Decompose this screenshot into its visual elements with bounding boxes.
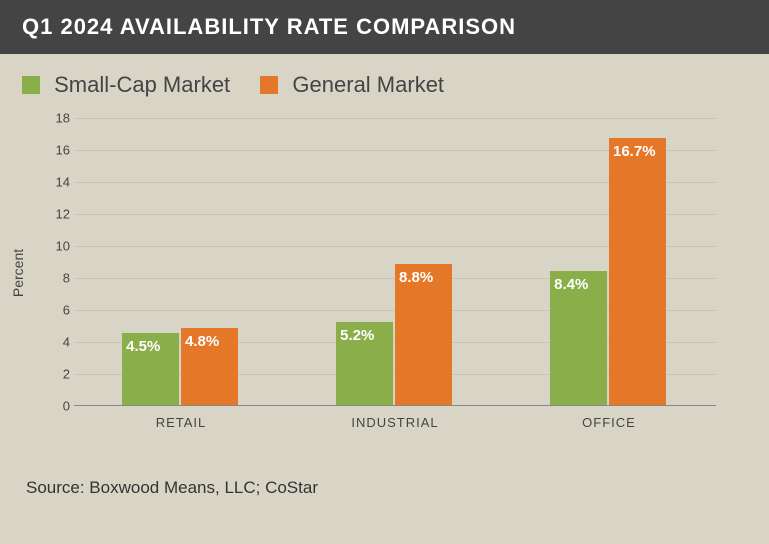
legend-item-general: General Market [260,72,444,97]
y-tick-label: 4 [50,335,70,350]
bar-value-label: 16.7% [613,143,656,160]
legend-swatch-general [260,76,278,94]
y-tick-label: 18 [50,111,70,126]
bar-value-label: 8.8% [399,269,433,286]
chart: Percent 4.5%4.8%5.2%8.8%8.4%16.7% 024681… [26,108,726,438]
y-tick-label: 14 [50,175,70,190]
grid-line [74,118,716,119]
bar [609,138,666,405]
y-tick-label: 16 [50,143,70,158]
x-tick-label: OFFICE [582,415,636,430]
header: Q1 2024 AVAILABILITY RATE COMPARISON [0,0,769,54]
bar-value-label: 4.5% [126,338,160,355]
bar-value-label: 5.2% [340,327,374,344]
y-tick-label: 12 [50,207,70,222]
y-axis-label: Percent [10,249,26,297]
chart-title: Q1 2024 AVAILABILITY RATE COMPARISON [22,14,516,39]
chart-body: Small-Cap Market General Market Percent … [0,54,769,508]
bar-value-label: 4.8% [185,333,219,350]
y-tick-label: 2 [50,367,70,382]
legend-item-smallcap: Small-Cap Market [22,72,236,97]
legend-swatch-smallcap [22,76,40,94]
y-tick-label: 6 [50,303,70,318]
source-text: Source: Boxwood Means, LLC; CoStar [26,478,747,498]
legend-label-smallcap: Small-Cap Market [54,72,230,97]
legend: Small-Cap Market General Market [22,72,747,98]
bar-value-label: 8.4% [554,276,588,293]
x-tick-label: RETAIL [156,415,207,430]
x-tick-label: INDUSTRIAL [351,415,438,430]
y-tick-label: 10 [50,239,70,254]
plot-area: 4.5% 4.8% 5.2% 8.8% 8.4% 16.7% [74,118,716,406]
y-tick-label: 8 [50,271,70,286]
y-tick-label: 0 [50,399,70,414]
legend-label-general: General Market [292,72,444,97]
